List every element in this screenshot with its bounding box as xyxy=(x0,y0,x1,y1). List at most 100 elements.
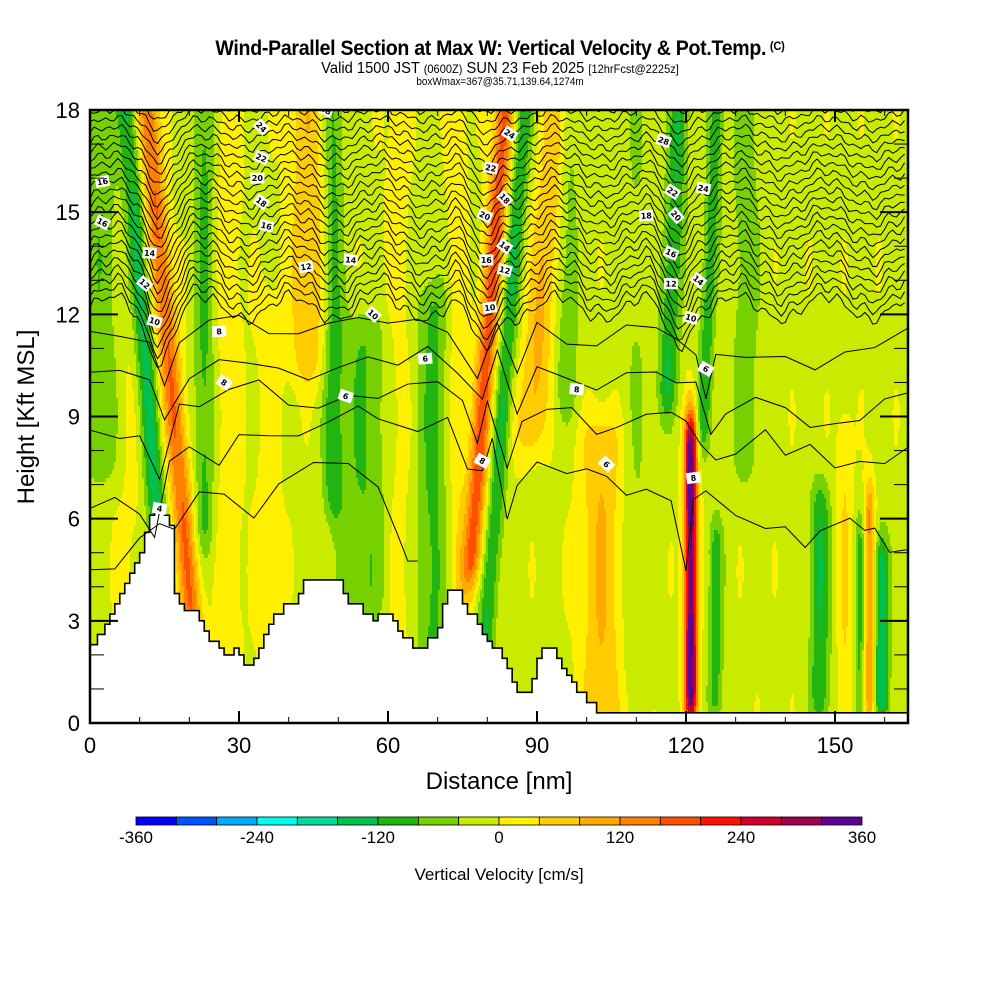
w-cell xyxy=(338,246,344,250)
w-cell xyxy=(138,182,140,186)
w-cell xyxy=(388,306,406,310)
w-cell xyxy=(534,314,544,318)
w-cell xyxy=(318,130,322,134)
w-cell xyxy=(156,222,158,226)
w-cell xyxy=(858,118,864,122)
w-cell xyxy=(562,166,570,170)
w-cell xyxy=(120,190,126,194)
w-cell xyxy=(680,346,698,350)
w-cell xyxy=(516,210,518,214)
w-cell xyxy=(520,122,530,126)
w-cell xyxy=(162,334,172,338)
w-cell xyxy=(686,250,704,254)
w-cell xyxy=(544,330,550,334)
w-cell xyxy=(700,374,710,378)
w-cell xyxy=(558,258,566,262)
w-cell xyxy=(90,114,116,118)
w-cell xyxy=(158,362,160,366)
w-cell xyxy=(570,178,574,182)
w-cell xyxy=(842,270,848,274)
w-cell xyxy=(684,150,688,154)
w-cell xyxy=(126,178,138,182)
w-cell xyxy=(642,146,666,150)
w-cell xyxy=(294,334,318,338)
w-cell xyxy=(502,318,504,322)
w-cell xyxy=(162,202,164,206)
w-cell xyxy=(760,222,908,226)
w-cell xyxy=(162,222,166,226)
w-cell xyxy=(656,382,660,386)
w-cell xyxy=(530,174,534,178)
w-cell xyxy=(520,242,524,246)
w-cell xyxy=(332,266,338,270)
w-cell xyxy=(630,366,642,370)
w-cell xyxy=(206,354,214,358)
w-cell xyxy=(480,334,482,338)
w-cell xyxy=(702,358,710,362)
w-cell xyxy=(280,230,292,234)
w-cell xyxy=(154,358,156,362)
w-cell xyxy=(760,230,908,234)
w-cell xyxy=(156,118,160,122)
w-cell xyxy=(506,238,508,242)
w-cell xyxy=(664,314,676,318)
w-cell xyxy=(90,230,112,234)
w-cell xyxy=(338,226,344,230)
w-cell xyxy=(560,146,564,150)
w-cell xyxy=(662,342,668,346)
w-cell xyxy=(126,186,132,190)
w-cell xyxy=(208,254,212,258)
w-cell xyxy=(148,194,150,198)
w-cell xyxy=(478,138,492,142)
w-cell xyxy=(172,362,176,366)
w-cell xyxy=(692,374,698,378)
w-cell xyxy=(208,246,212,250)
w-cell xyxy=(894,118,900,122)
w-cell xyxy=(142,342,148,346)
w-cell xyxy=(172,286,174,290)
w-cell xyxy=(176,362,178,366)
w-cell xyxy=(144,174,146,178)
w-cell xyxy=(280,190,294,194)
w-cell xyxy=(166,230,170,234)
w-cell xyxy=(202,354,206,358)
w-cell xyxy=(148,162,158,166)
w-cell xyxy=(688,130,706,134)
w-cell xyxy=(342,150,386,154)
w-cell xyxy=(186,262,194,266)
w-cell xyxy=(480,370,482,374)
w-cell xyxy=(410,190,446,194)
w-cell xyxy=(670,130,676,134)
w-cell xyxy=(710,178,718,182)
w-cell xyxy=(470,258,480,262)
w-cell xyxy=(324,318,328,322)
w-cell xyxy=(568,198,576,202)
w-cell xyxy=(540,378,548,382)
w-cell xyxy=(356,254,362,258)
w-cell xyxy=(280,202,294,206)
w-cell xyxy=(214,166,220,170)
w-cell xyxy=(208,194,212,198)
w-cell xyxy=(496,382,498,386)
w-cell xyxy=(490,154,494,158)
w-cell xyxy=(244,190,280,194)
w-cell xyxy=(332,214,338,218)
w-cell xyxy=(156,142,160,146)
w-cell xyxy=(330,370,342,374)
w-cell xyxy=(112,242,126,246)
w-cell xyxy=(664,174,670,178)
w-cell xyxy=(778,262,806,266)
w-cell xyxy=(194,342,200,346)
w-cell xyxy=(112,214,124,218)
w-cell xyxy=(684,126,688,130)
w-cell xyxy=(394,350,408,354)
w-cell xyxy=(544,262,552,266)
w-cell xyxy=(760,302,908,306)
w-cell xyxy=(482,346,484,350)
w-cell xyxy=(98,242,100,246)
w-cell xyxy=(494,342,496,346)
w-cell xyxy=(518,134,530,138)
w-cell xyxy=(684,122,688,126)
w-cell xyxy=(172,262,186,266)
w-cell xyxy=(684,290,702,294)
